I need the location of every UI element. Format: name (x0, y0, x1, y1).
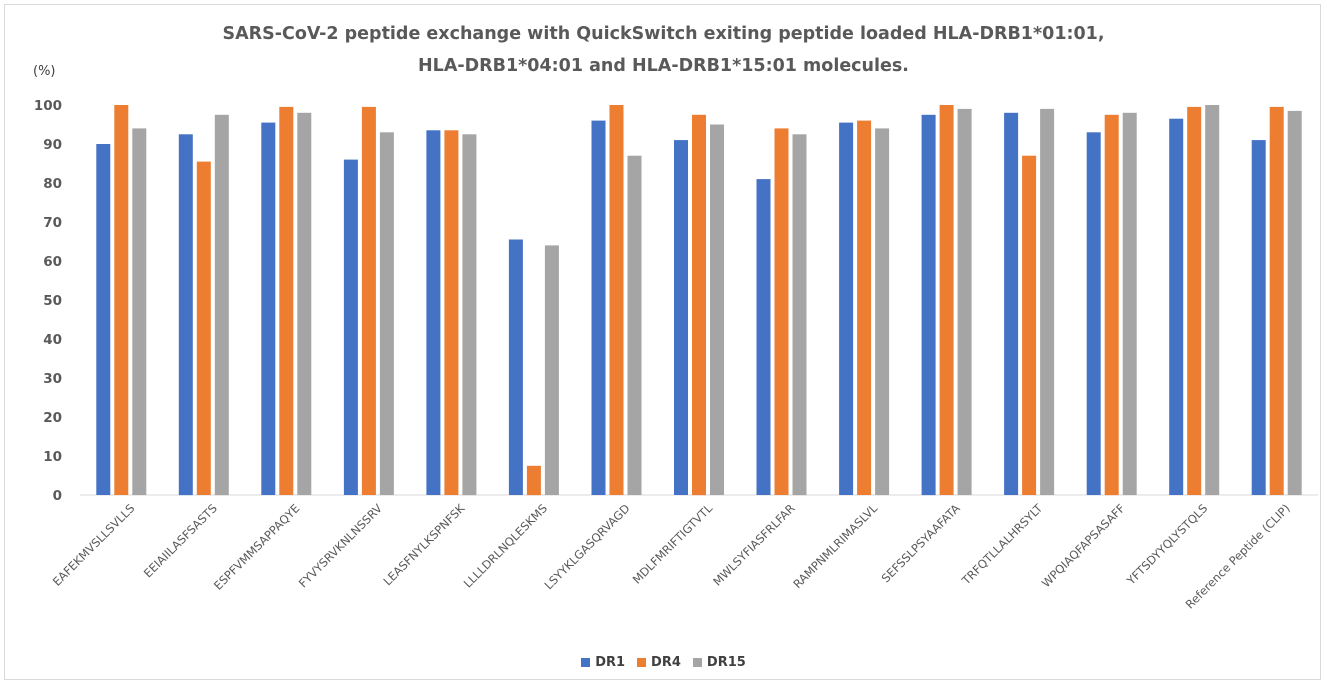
x-tick-label: EAFEKMVSLLSVLLS (50, 501, 138, 589)
bar-dr4 (361, 106, 376, 496)
bar-dr1 (921, 114, 936, 496)
bar-dr15 (462, 134, 477, 496)
bar-dr1 (1086, 132, 1101, 496)
legend-item-dr1: DR1 (581, 655, 625, 670)
y-tick-label: 0 (53, 488, 62, 504)
chart-legend: DR1 DR4 DR15 (0, 655, 1327, 670)
x-tick-label: SEFSSLPSYAAFATA (879, 501, 963, 585)
bar-dr4 (1104, 114, 1119, 496)
x-tick-label: MWLSYFIASFRLFAR (710, 501, 797, 588)
bar-dr4 (444, 130, 459, 496)
y-tick-label: 40 (43, 332, 62, 348)
bar-dr15 (1205, 105, 1220, 495)
bar-dr4 (939, 105, 954, 495)
y-tick-label: 20 (43, 410, 62, 426)
legend-item-dr4: DR4 (637, 655, 681, 670)
bar-dr1 (839, 122, 854, 495)
chart-title-line-2: HLA-DRB1*04:01 and HLA-DRB1*15:01 molecu… (418, 56, 909, 76)
bar-dr4 (279, 106, 294, 496)
legend-item-dr15: DR15 (692, 655, 746, 670)
legend-swatch (692, 658, 702, 667)
bars (96, 105, 1302, 496)
bar-dr1 (426, 130, 441, 496)
x-tick-label: LEASFNYLKSPNFSK (380, 501, 467, 588)
x-tick-label: ESPFVMMSAPPAQYE (211, 501, 302, 592)
legend-label: DR15 (706, 655, 746, 670)
bar-dr4 (1022, 155, 1037, 495)
y-tick-label: 100 (34, 98, 62, 114)
legend-label: DR4 (651, 655, 681, 670)
bar-dr4 (609, 105, 624, 495)
bar-dr4 (1269, 106, 1284, 496)
bar-dr1 (343, 159, 358, 495)
bar-dr1 (674, 140, 688, 495)
x-tick-label: LSYYKLGASQRVAGD (542, 501, 633, 592)
y-tick-label: 80 (43, 176, 62, 192)
y-tick-label: 90 (43, 137, 62, 153)
bar-dr4 (857, 120, 872, 495)
x-tick-label: LLLLDRLNQLESKMS (461, 501, 550, 590)
bar-dr15 (297, 112, 312, 496)
bar-dr15 (792, 134, 807, 496)
x-tick-label: FYVYSRVKNLNSSRV (296, 501, 385, 590)
y-axis-ticks: 0 10 20 30 40 50 60 70 80 90 100 (34, 98, 62, 504)
bar-dr1 (1004, 112, 1019, 496)
bar-dr4 (114, 105, 129, 495)
y-tick-label: 70 (43, 215, 62, 231)
y-tick-label: 60 (43, 254, 62, 270)
legend-swatch (637, 658, 647, 667)
y-tick-label: 50 (43, 293, 62, 309)
bar-dr15 (1122, 112, 1137, 496)
bar-dr1 (96, 144, 111, 495)
bar-dr15 (627, 155, 642, 495)
bar-dr15 (132, 128, 147, 495)
x-tick-label: WPQIAQFAPSASAFF (1039, 501, 1128, 590)
x-tick-label: EEIAIILASFSASTS (141, 501, 220, 580)
bar-dr15 (875, 128, 890, 495)
y-tick-label: 10 (43, 449, 62, 465)
bar-dr4 (774, 128, 789, 495)
bar-dr1 (591, 120, 606, 495)
bar-dr1 (508, 239, 523, 495)
bar-dr1 (756, 179, 771, 495)
legend-swatch (581, 658, 591, 667)
x-tick-label: YFTSDYYQLYSTQLS (1123, 501, 1210, 588)
bar-dr4 (1187, 106, 1202, 496)
bar-dr4 (526, 465, 541, 496)
bar-dr15 (214, 114, 229, 496)
x-tick-label: RAMPNMLRIMASLVL (790, 501, 880, 591)
legend-label: DR1 (595, 655, 626, 670)
chart-title-line-1: SARS-CoV-2 peptide exchange with QuickSw… (222, 24, 1105, 44)
bar-dr15 (957, 108, 972, 496)
bar-dr15 (1287, 110, 1302, 496)
bar-dr15 (544, 245, 559, 495)
x-tick-label: MDLFMRIFTIGTVTL (630, 501, 716, 587)
bar-dr1 (178, 134, 193, 496)
y-tick-label: 30 (43, 371, 62, 387)
bar-dr15 (379, 132, 394, 496)
bar-dr1 (261, 122, 276, 495)
x-tick-label: TRFQTLLALHRSYLT (958, 501, 1046, 589)
bar-dr4 (196, 161, 211, 495)
bar-dr1 (1251, 140, 1266, 495)
bar-dr1 (1169, 118, 1184, 495)
bar-dr15 (710, 124, 724, 495)
x-axis-labels: EAFEKMVSLLSVLLS EEIAIILASFSASTSESPFVMMSAP… (50, 501, 1293, 612)
y-axis-unit-label: (%) (33, 64, 56, 79)
bar-dr15 (1040, 108, 1055, 496)
bar-dr4 (692, 114, 706, 496)
